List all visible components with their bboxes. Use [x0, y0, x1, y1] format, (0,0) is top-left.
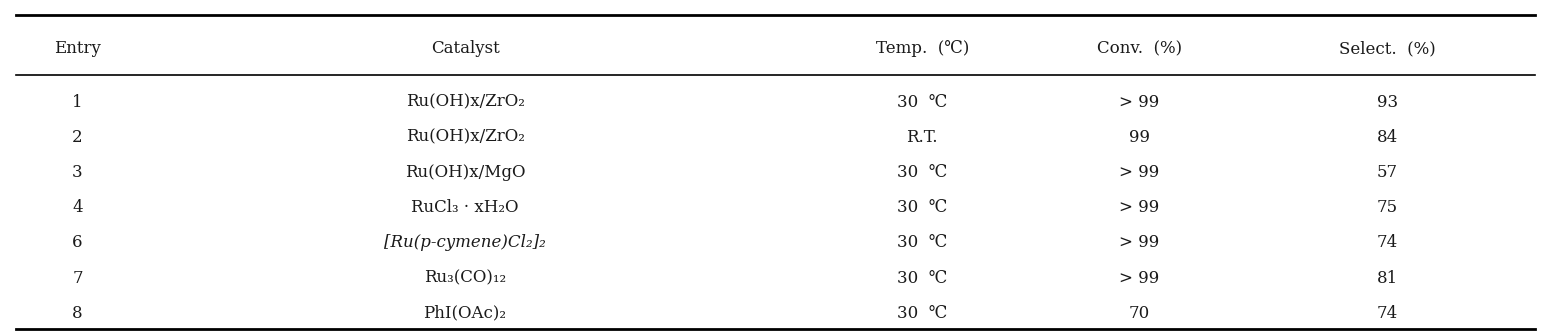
Text: 30  ℃: 30 ℃ [897, 305, 947, 322]
Text: R.T.: R.T. [907, 129, 938, 146]
Text: 30  ℃: 30 ℃ [897, 164, 947, 181]
Text: 3: 3 [73, 164, 82, 181]
Text: 30  ℃: 30 ℃ [897, 234, 947, 251]
Text: 1: 1 [73, 94, 82, 111]
Text: PhI(OAc)₂: PhI(OAc)₂ [423, 305, 507, 322]
Text: Conv.  (%): Conv. (%) [1097, 40, 1181, 57]
Text: 30  ℃: 30 ℃ [897, 270, 947, 286]
Text: 84: 84 [1376, 129, 1398, 146]
Text: 30  ℃: 30 ℃ [897, 199, 947, 216]
Text: [Ru(p-cymene)Cl₂]₂: [Ru(p-cymene)Cl₂]₂ [384, 234, 546, 251]
Text: 74: 74 [1376, 305, 1398, 322]
Text: 57: 57 [1376, 164, 1398, 181]
Text: 70: 70 [1128, 305, 1150, 322]
Text: > 99: > 99 [1119, 164, 1159, 181]
Text: Ru(OH)x/ZrO₂: Ru(OH)x/ZrO₂ [406, 94, 524, 111]
Text: 75: 75 [1376, 199, 1398, 216]
Text: Ru(OH)x/MgO: Ru(OH)x/MgO [405, 164, 525, 181]
Text: 7: 7 [73, 270, 82, 286]
Text: > 99: > 99 [1119, 234, 1159, 251]
Text: > 99: > 99 [1119, 270, 1159, 286]
Text: > 99: > 99 [1119, 199, 1159, 216]
Text: > 99: > 99 [1119, 94, 1159, 111]
Text: Entry: Entry [54, 40, 101, 57]
Text: 93: 93 [1376, 94, 1398, 111]
Text: Temp.  (℃): Temp. (℃) [876, 40, 969, 57]
Text: 81: 81 [1376, 270, 1398, 286]
Text: Catalyst: Catalyst [431, 40, 499, 57]
Text: Ru₃(CO)₁₂: Ru₃(CO)₁₂ [425, 270, 505, 286]
Text: Ru(OH)x/ZrO₂: Ru(OH)x/ZrO₂ [406, 129, 524, 146]
Text: Select.  (%): Select. (%) [1339, 40, 1435, 57]
Text: 2: 2 [73, 129, 82, 146]
Text: 74: 74 [1376, 234, 1398, 251]
Text: 8: 8 [73, 305, 82, 322]
Text: 99: 99 [1128, 129, 1150, 146]
Text: 30  ℃: 30 ℃ [897, 94, 947, 111]
Text: 4: 4 [73, 199, 82, 216]
Text: RuCl₃ · xH₂O: RuCl₃ · xH₂O [411, 199, 519, 216]
Text: 6: 6 [73, 234, 82, 251]
